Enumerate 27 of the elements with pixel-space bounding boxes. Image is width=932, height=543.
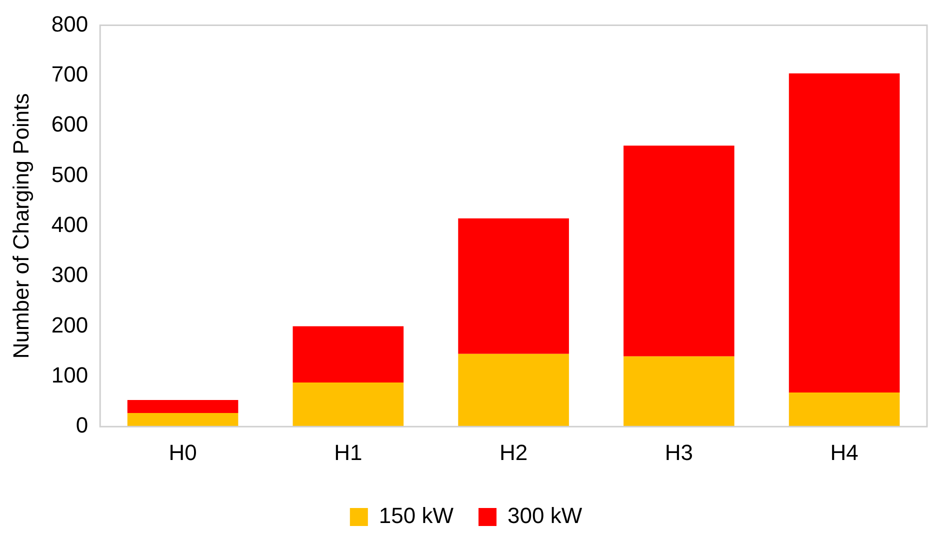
x-tick-label: H1 <box>334 440 362 465</box>
x-tick-label: H4 <box>830 440 858 465</box>
y-tick-label: 0 <box>76 412 88 438</box>
y-tick-label: 800 <box>51 11 88 36</box>
bar <box>624 146 734 356</box>
legend-label: 150 kW <box>378 503 454 528</box>
bar <box>788 392 900 427</box>
bar <box>458 354 569 427</box>
bar <box>292 382 404 427</box>
bar <box>788 73 900 392</box>
legend-label: 300 kW <box>508 503 582 528</box>
bar <box>127 400 238 414</box>
bar <box>127 413 238 427</box>
y-axis-title: Number of Charging Points <box>8 93 34 359</box>
y-tick-label: 300 <box>51 262 88 288</box>
y-tick-label: 500 <box>51 162 88 187</box>
bar <box>458 218 569 354</box>
y-tick-label: 100 <box>51 362 88 388</box>
y-tick-label: 700 <box>51 61 88 86</box>
x-tick-label: H2 <box>499 440 528 465</box>
x-tick-label: H3 <box>664 440 693 465</box>
y-tick-label: 400 <box>51 212 88 237</box>
x-tick-label: H0 <box>168 440 197 465</box>
y-tick-label: 600 <box>51 112 88 137</box>
bar <box>624 356 734 427</box>
bar <box>292 326 404 382</box>
y-tick-label: 200 <box>51 312 88 338</box>
